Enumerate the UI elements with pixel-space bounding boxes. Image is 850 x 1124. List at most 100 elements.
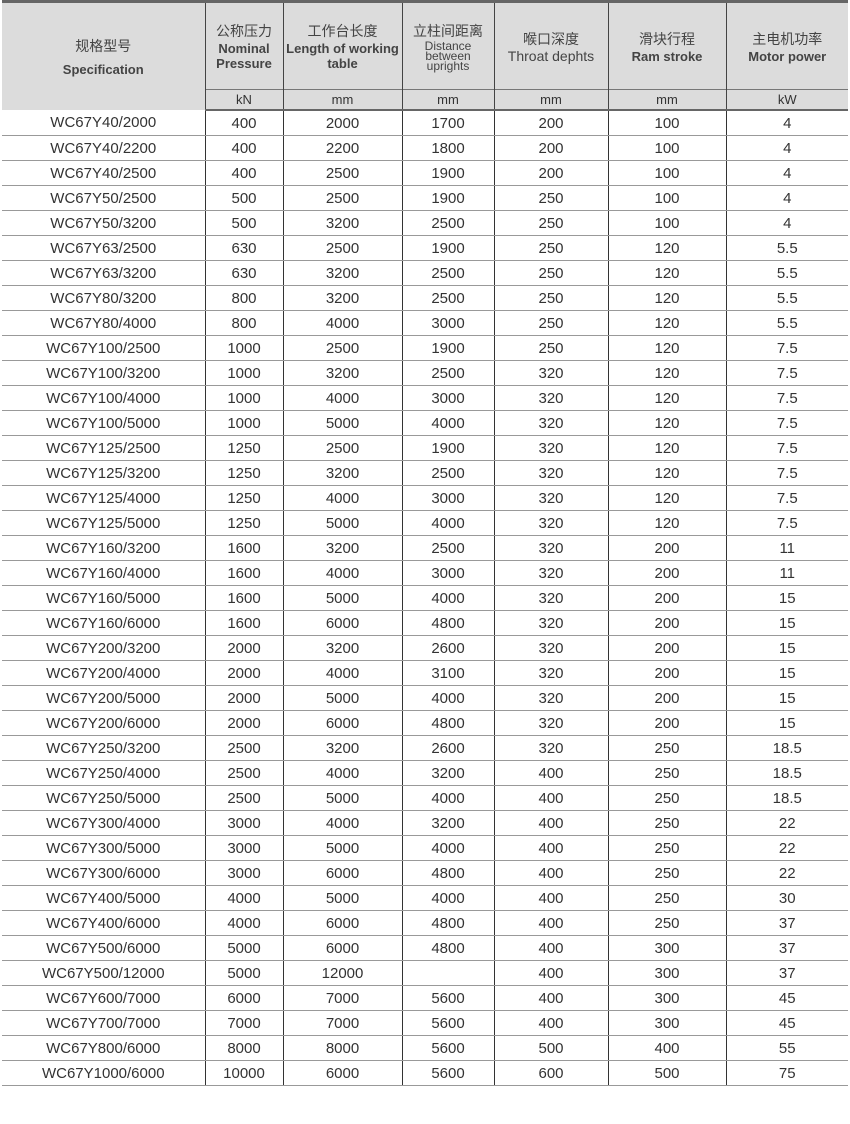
- value-cell: 4800: [401, 935, 494, 961]
- table-row: WC67Y250/4000 2500 4000 3200 400 250 18.5: [2, 760, 848, 786]
- value-cell: 400: [493, 910, 608, 936]
- header-en: Specification: [62, 62, 144, 77]
- value-cell: 1600: [204, 535, 283, 561]
- value-cell: 4000: [282, 760, 402, 786]
- value-cell: 250: [607, 910, 726, 936]
- value-cell: 3200: [282, 360, 402, 386]
- value-cell: 4000: [282, 385, 402, 411]
- table-row: WC67Y160/5000 1600 5000 4000 320 200 15: [2, 585, 848, 611]
- value-cell: 120: [607, 360, 726, 386]
- table-row: WC67Y500/12000 5000 12000 400 300 37: [2, 960, 848, 986]
- value-cell: 1900: [401, 235, 494, 261]
- model-cell: WC67Y160/3200: [2, 535, 205, 561]
- model-cell: WC67Y200/6000: [2, 710, 205, 736]
- value-cell: 7.5: [725, 360, 848, 386]
- value-cell: 2500: [204, 785, 283, 811]
- model-cell: WC67Y200/3200: [2, 635, 205, 661]
- value-cell: 1000: [204, 360, 283, 386]
- header-nominal-pressure: 公称压力 Nominal Pressure: [204, 0, 283, 90]
- units-row: kN mm mm mm mm kW: [2, 89, 848, 111]
- header-zh: 公称压力: [216, 23, 272, 39]
- model-cell: WC67Y300/4000: [2, 810, 205, 836]
- value-cell: 37: [725, 910, 848, 936]
- value-cell: 30: [725, 885, 848, 911]
- table-row: WC67Y63/2500 630 2500 1900 250 120 5.5: [2, 235, 848, 261]
- value-cell: 37: [725, 960, 848, 986]
- value-cell: 1250: [204, 435, 283, 461]
- value-cell: 400: [493, 960, 608, 986]
- header-en: Nominal Pressure: [216, 41, 272, 71]
- value-cell: 120: [607, 485, 726, 511]
- value-cell: 7.5: [725, 410, 848, 436]
- value-cell: 5600: [401, 985, 494, 1011]
- value-cell: 400: [493, 835, 608, 861]
- table-row: WC67Y160/6000 1600 6000 4800 320 200 15: [2, 610, 848, 636]
- value-cell: 7000: [282, 985, 402, 1011]
- model-cell: WC67Y300/6000: [2, 860, 205, 886]
- value-cell: 2500: [401, 285, 494, 311]
- table-row: WC67Y50/2500 500 2500 1900 250 100 4: [2, 185, 848, 211]
- value-cell: 1800: [401, 135, 494, 161]
- model-cell: WC67Y125/4000: [2, 485, 205, 511]
- value-cell: 1600: [204, 585, 283, 611]
- value-cell: 250: [607, 860, 726, 886]
- table-row: WC67Y200/4000 2000 4000 3100 320 200 15: [2, 660, 848, 686]
- value-cell: 2000: [282, 110, 402, 136]
- value-cell: 320: [493, 535, 608, 561]
- value-cell: 3000: [401, 485, 494, 511]
- header-zh: 滑块行程: [639, 30, 695, 47]
- unit-cell: mm: [607, 89, 726, 111]
- value-cell: 15: [725, 610, 848, 636]
- table-row: WC67Y300/4000 3000 4000 3200 400 250 22: [2, 810, 848, 836]
- value-cell: 120: [607, 310, 726, 336]
- value-cell: 300: [607, 1010, 726, 1036]
- header-motor-power: 主电机功率 Motor power: [725, 0, 848, 90]
- value-cell: 5.5: [725, 285, 848, 311]
- value-cell: 5000: [282, 835, 402, 861]
- value-cell: 1900: [401, 335, 494, 361]
- header-en: Throat dephts: [507, 47, 595, 64]
- value-cell: 120: [607, 410, 726, 436]
- model-cell: WC67Y50/2500: [2, 185, 205, 211]
- value-cell: 320: [493, 585, 608, 611]
- value-cell: 250: [607, 760, 726, 786]
- value-cell: 1250: [204, 485, 283, 511]
- table-row: WC67Y500/6000 5000 6000 4800 400 300 37: [2, 935, 848, 961]
- value-cell: 200: [607, 710, 726, 736]
- value-cell: 400: [204, 110, 283, 136]
- value-cell: 3200: [401, 760, 494, 786]
- value-cell: 800: [204, 285, 283, 311]
- value-cell: 22: [725, 835, 848, 861]
- model-cell: WC67Y500/6000: [2, 935, 205, 961]
- table-row: WC67Y600/7000 6000 7000 5600 400 300 45: [2, 985, 848, 1011]
- value-cell: 3000: [401, 385, 494, 411]
- value-cell: 5000: [282, 585, 402, 611]
- value-cell: 120: [607, 235, 726, 261]
- model-cell: WC67Y125/5000: [2, 510, 205, 536]
- table-row: WC67Y125/5000 1250 5000 4000 320 120 7.5: [2, 510, 848, 536]
- value-cell: 3000: [401, 310, 494, 336]
- value-cell: 120: [607, 385, 726, 411]
- value-cell: 18.5: [725, 735, 848, 761]
- value-cell: 3200: [282, 260, 402, 286]
- value-cell: 120: [607, 510, 726, 536]
- value-cell: 3200: [282, 535, 402, 561]
- value-cell: 320: [493, 410, 608, 436]
- table-row: WC67Y80/3200 800 3200 2500 250 120 5.5: [2, 285, 848, 311]
- value-cell: 2000: [204, 710, 283, 736]
- header-en: Distance between uprights: [424, 39, 472, 73]
- value-cell: 400: [493, 760, 608, 786]
- header-en: Length of working table: [286, 41, 399, 71]
- unit-cell: mm: [493, 89, 608, 111]
- value-cell: 320: [493, 710, 608, 736]
- model-cell: WC67Y250/3200: [2, 735, 205, 761]
- value-cell: 7.5: [725, 485, 848, 511]
- unit-cell: mm: [401, 89, 494, 111]
- model-cell: WC67Y250/5000: [2, 785, 205, 811]
- value-cell: 1250: [204, 510, 283, 536]
- value-cell: 3200: [282, 460, 402, 486]
- table-row: WC67Y100/2500 1000 2500 1900 250 120 7.5: [2, 335, 848, 361]
- value-cell: 7.5: [725, 460, 848, 486]
- table-row: WC67Y160/4000 1600 4000 3000 320 200 11: [2, 560, 848, 586]
- value-cell: 200: [607, 585, 726, 611]
